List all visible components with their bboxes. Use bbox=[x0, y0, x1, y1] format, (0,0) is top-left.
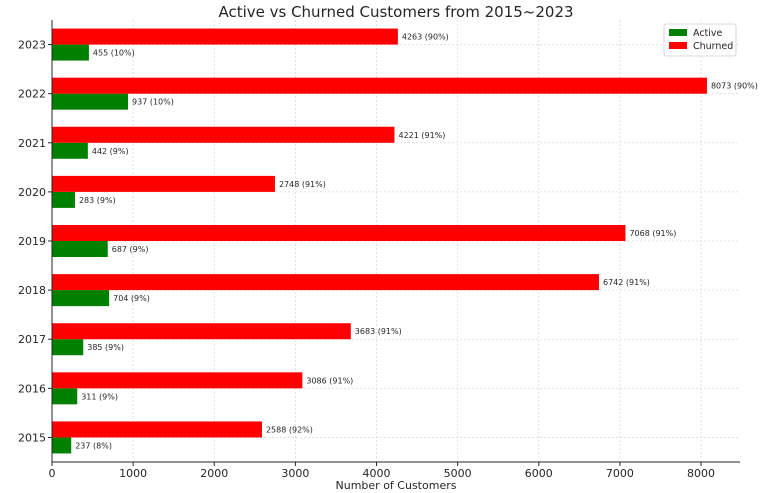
y-tick-label: 2017 bbox=[18, 333, 46, 346]
x-tick-label: 3000 bbox=[281, 467, 309, 480]
churned-label-2016: 3086 (91%) bbox=[306, 376, 353, 385]
legend-label-active: Active bbox=[693, 28, 723, 39]
churned-bar-2022 bbox=[52, 77, 707, 94]
y-tick-label: 2019 bbox=[18, 235, 46, 248]
bars bbox=[52, 28, 707, 454]
churned-label-2019: 7068 (91%) bbox=[629, 229, 676, 238]
churned-bar-2018 bbox=[52, 274, 599, 291]
churned-label-2023: 4263 (90%) bbox=[402, 33, 449, 42]
legend-label-churned: Churned bbox=[693, 41, 733, 52]
x-tick-label: 7000 bbox=[606, 467, 634, 480]
legend-swatch-churned bbox=[669, 42, 687, 49]
active-label-2021: 442 (9%) bbox=[92, 147, 129, 156]
active-bar-2015 bbox=[52, 437, 72, 454]
active-bar-2023 bbox=[52, 44, 89, 61]
churned-bar-2016 bbox=[52, 372, 303, 389]
legend-swatch-active bbox=[669, 29, 687, 36]
y-tick-label: 2022 bbox=[18, 88, 46, 101]
active-label-2017: 385 (9%) bbox=[87, 343, 124, 352]
active-bar-2017 bbox=[52, 339, 84, 356]
churned-bar-2015 bbox=[52, 421, 262, 438]
chart-title: Active vs Churned Customers from 2015~20… bbox=[218, 3, 573, 21]
bar-labels: 237 (8%) 311 (9%) 385 (9%) 704 (9%) 687 (9%)… bbox=[75, 33, 758, 451]
churned-label-2018: 6742 (91%) bbox=[603, 278, 650, 287]
legend: Active Churned bbox=[663, 23, 737, 57]
active-label-2016: 311 (9%) bbox=[81, 392, 118, 401]
active-bar-2022 bbox=[52, 93, 129, 110]
x-tick-label: 2000 bbox=[200, 467, 228, 480]
active-label-2020: 283 (9%) bbox=[79, 196, 116, 205]
axes: 0 1000 2000 3000 4000 5000 6000 7000 8000 2015 201… bbox=[18, 20, 740, 480]
x-tick-label: 0 bbox=[49, 467, 56, 480]
active-label-2015: 237 (8%) bbox=[75, 441, 112, 450]
x-axis-label: Number of Customers bbox=[336, 479, 457, 492]
active-bar-2021 bbox=[52, 142, 88, 159]
active-label-2019: 687 (9%) bbox=[112, 245, 149, 254]
x-tick-label: 1000 bbox=[119, 467, 147, 480]
y-tick-label: 2020 bbox=[18, 186, 46, 199]
y-tick-label: 2023 bbox=[18, 39, 46, 52]
x-tick-label: 5000 bbox=[444, 467, 472, 480]
x-tick-label: 4000 bbox=[363, 467, 391, 480]
active-label-2018: 704 (9%) bbox=[113, 294, 150, 303]
churned-label-2021: 4221 (91%) bbox=[398, 131, 445, 140]
y-tick-label: 2021 bbox=[18, 137, 46, 150]
churned-bar-2019 bbox=[52, 225, 626, 241]
active-bar-2020 bbox=[52, 191, 75, 208]
active-bar-2019 bbox=[52, 241, 108, 257]
y-tick-label: 2018 bbox=[18, 284, 46, 297]
churned-bar-2020 bbox=[52, 175, 275, 192]
churned-label-2022: 8073 (90%) bbox=[711, 82, 758, 91]
active-bar-2016 bbox=[52, 388, 78, 405]
active-bar-2018 bbox=[52, 290, 110, 307]
churned-bar-2021 bbox=[52, 126, 395, 143]
x-tick-label: 8000 bbox=[687, 467, 715, 480]
y-tick-label: 2015 bbox=[18, 431, 46, 444]
active-label-2022: 937 (10%) bbox=[132, 98, 174, 107]
churned-bar-2017 bbox=[52, 323, 351, 340]
churned-label-2017: 3683 (91%) bbox=[355, 327, 402, 336]
x-tick-label: 6000 bbox=[525, 467, 553, 480]
active-label-2023: 455 (10%) bbox=[93, 49, 135, 58]
churned-label-2015: 2588 (92%) bbox=[266, 425, 313, 434]
y-tick-label: 2016 bbox=[18, 382, 46, 395]
churned-bar-2023 bbox=[52, 28, 398, 45]
churned-label-2020: 2748 (91%) bbox=[279, 180, 326, 189]
